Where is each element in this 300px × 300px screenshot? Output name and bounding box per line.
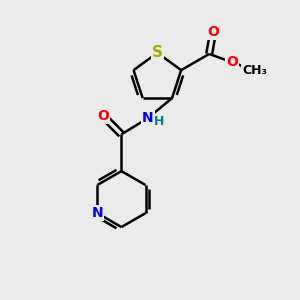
Text: H: H: [154, 115, 164, 128]
Text: O: O: [97, 109, 109, 123]
Text: S: S: [152, 45, 163, 60]
Text: O: O: [207, 25, 219, 39]
Text: N: N: [142, 111, 154, 125]
Text: N: N: [92, 206, 103, 220]
Text: CH₃: CH₃: [242, 64, 267, 77]
Text: O: O: [226, 55, 238, 69]
